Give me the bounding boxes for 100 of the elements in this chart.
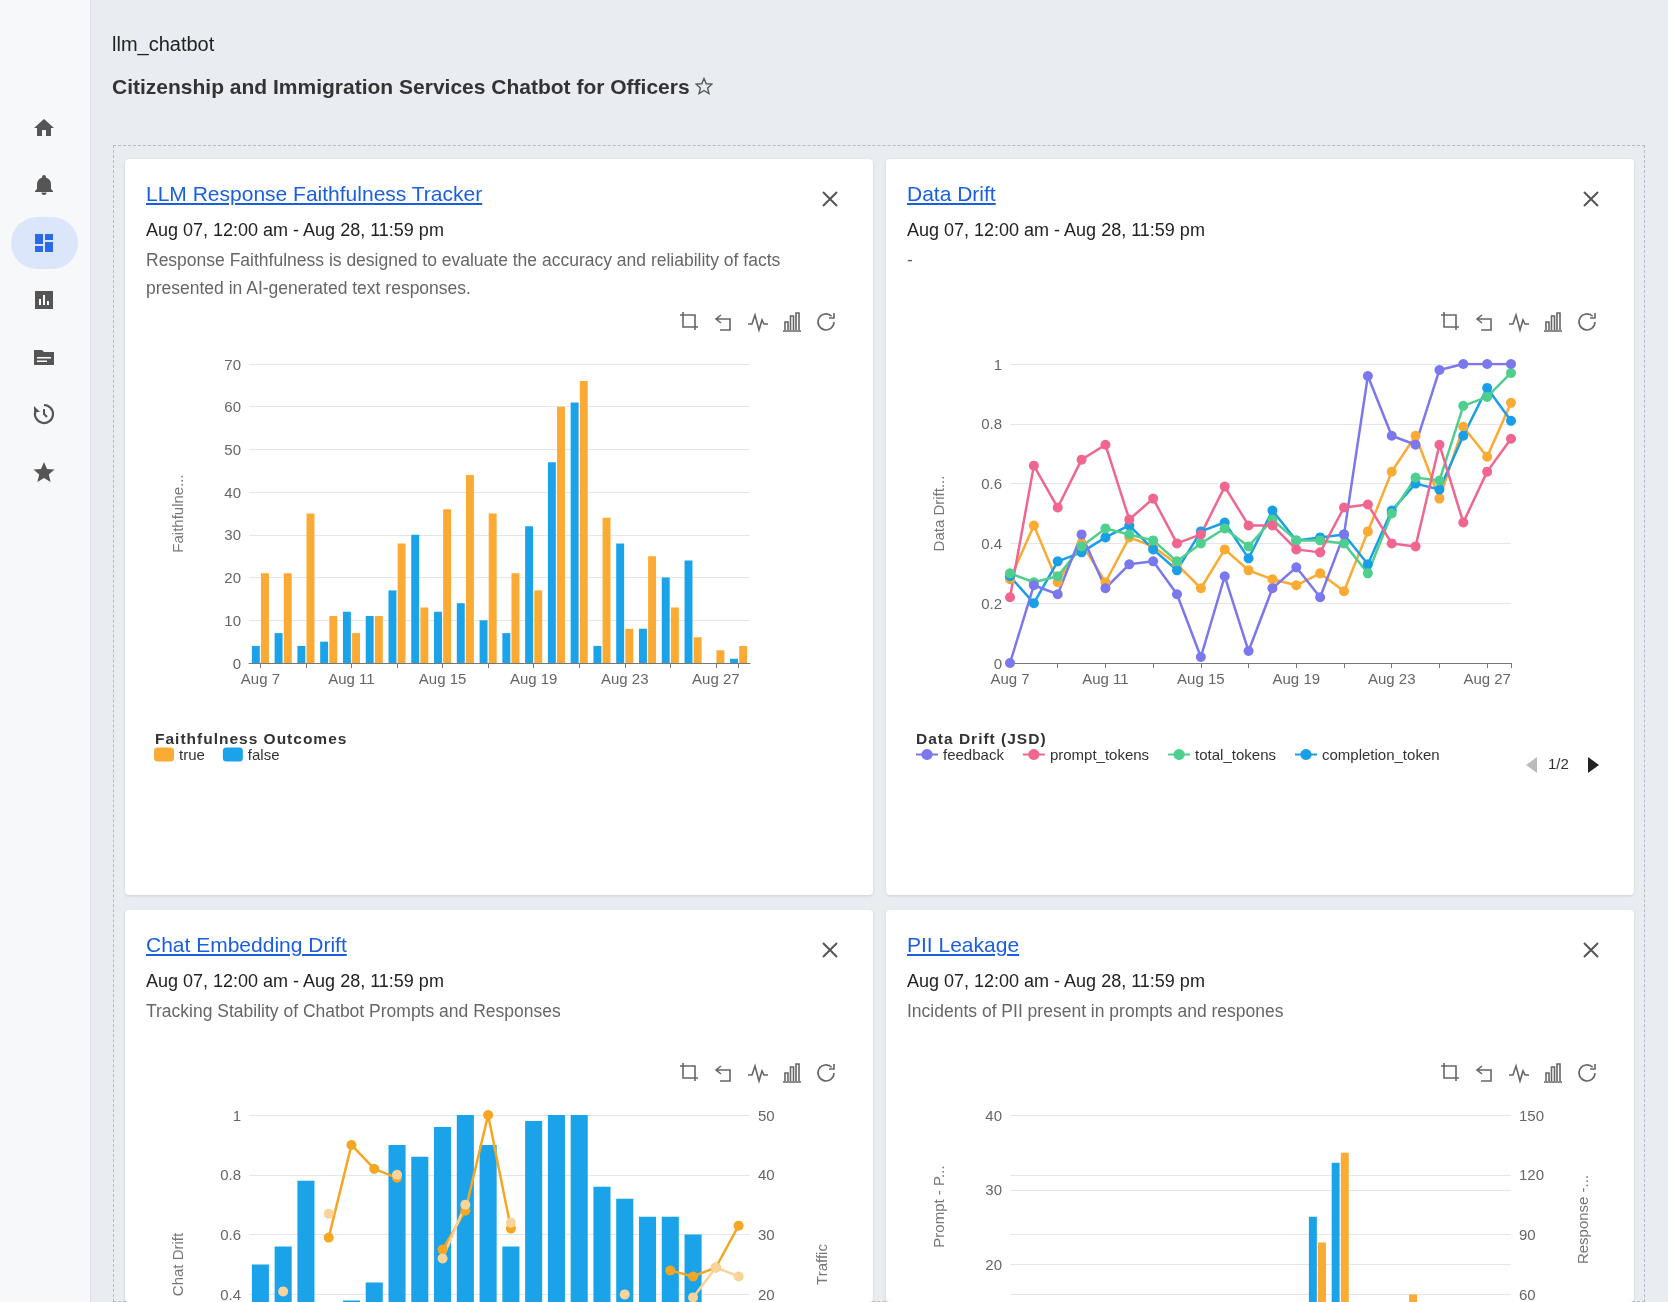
point	[665, 1265, 676, 1276]
point	[1148, 535, 1159, 546]
point	[1028, 598, 1039, 609]
bar	[443, 509, 452, 663]
bar	[616, 543, 625, 663]
point	[1219, 571, 1230, 582]
bar	[342, 611, 351, 663]
point	[1434, 484, 1445, 495]
point	[1434, 364, 1445, 375]
legend-label: prompt_tokens	[1049, 746, 1150, 763]
x-tick-label: Aug 27	[1463, 670, 1511, 687]
bar	[511, 573, 520, 663]
text: -	[907, 249, 914, 272]
x-tick-label: Aug 19	[1272, 670, 1321, 687]
point	[733, 1220, 744, 1231]
point	[1410, 472, 1421, 483]
legend-label: total_tokens	[1195, 746, 1276, 763]
y-tick-label: 60	[224, 398, 241, 416]
chart-title: PII Leakage	[907, 933, 1020, 957]
point	[1028, 460, 1039, 471]
point	[1267, 574, 1278, 585]
point	[1005, 592, 1015, 603]
point	[1458, 359, 1469, 369]
point	[1482, 359, 1493, 369]
bar	[411, 534, 420, 663]
bar	[557, 406, 565, 663]
point	[460, 1199, 471, 1210]
point	[1506, 359, 1516, 369]
point	[1172, 538, 1182, 549]
point	[1052, 589, 1063, 600]
y-tick-label: 1	[232, 1106, 241, 1124]
point	[1339, 502, 1349, 513]
point	[1458, 400, 1469, 411]
point	[437, 1244, 448, 1255]
bar	[638, 628, 647, 663]
point	[1506, 415, 1516, 426]
point	[1506, 433, 1516, 444]
bar	[251, 645, 260, 663]
point	[1124, 559, 1135, 570]
point	[1434, 475, 1445, 486]
legend-label: completion_token	[1321, 746, 1440, 763]
point	[1362, 568, 1373, 579]
point	[1482, 466, 1493, 477]
y-tick-label: 0.8	[220, 1166, 241, 1184]
bar	[579, 381, 588, 663]
point	[278, 1286, 289, 1297]
point	[1410, 541, 1421, 552]
point	[688, 1292, 699, 1302]
point	[1386, 430, 1397, 441]
bar	[329, 616, 338, 663]
legend-title: Faithfulness Outcomes	[155, 730, 348, 748]
y2-axis-title: Response -...	[1574, 1174, 1591, 1265]
point	[1434, 493, 1445, 504]
bar	[365, 616, 374, 663]
point	[1100, 523, 1111, 534]
y2-tick-label: 40	[758, 1166, 775, 1184]
bar	[534, 590, 543, 663]
point	[1506, 397, 1516, 408]
point	[483, 1110, 494, 1120]
point	[1052, 556, 1063, 567]
point	[1243, 520, 1254, 531]
point	[1028, 520, 1039, 531]
point	[1291, 562, 1302, 573]
text: Tracking Stability of Chatbot Prompts and Responses	[146, 1000, 562, 1023]
bar	[352, 633, 361, 663]
y2-tick-label: 50	[758, 1106, 775, 1124]
bar	[525, 526, 534, 663]
y-tick-label: 40	[224, 483, 241, 501]
bar	[260, 573, 269, 663]
y-tick-label: 0.6	[981, 475, 1002, 493]
y-tick-label: 40	[985, 1106, 1002, 1124]
point	[369, 1163, 380, 1174]
bar	[730, 658, 739, 663]
point	[1482, 391, 1493, 402]
y-tick-label: 0	[232, 654, 241, 672]
point	[1243, 541, 1254, 552]
y-tick-label: 0.8	[981, 415, 1002, 433]
point	[1243, 646, 1254, 657]
bar	[602, 517, 611, 663]
y-tick-label: 0	[993, 654, 1002, 672]
bar	[320, 641, 329, 663]
legend-label: false	[247, 746, 280, 763]
point	[733, 1271, 744, 1282]
point	[1339, 538, 1349, 549]
point	[1434, 439, 1445, 450]
legend-title: Data Drift (JSD)	[916, 730, 1047, 748]
point	[1219, 481, 1230, 492]
chart-subtitle: Aug 07, 12:00 am - Aug 28, 11:59 pm	[146, 971, 444, 992]
point	[1195, 538, 1206, 549]
point	[688, 1271, 699, 1282]
bar	[283, 573, 292, 663]
bar	[397, 543, 406, 663]
y2-tick-label: 90	[1519, 1226, 1536, 1244]
bar	[388, 590, 397, 663]
x-tick-label: Aug 19	[509, 670, 558, 687]
bar	[502, 633, 511, 663]
point	[1124, 514, 1135, 525]
bar	[648, 556, 657, 663]
bar	[456, 603, 465, 663]
text: llm_chatbot	[112, 33, 215, 56]
